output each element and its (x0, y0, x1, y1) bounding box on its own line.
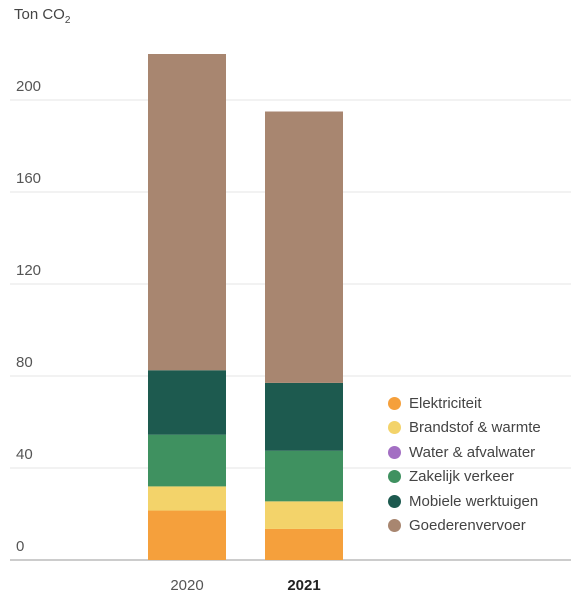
y-tick-label: 120 (16, 262, 41, 279)
bar-segment (265, 501, 343, 529)
bars (148, 54, 343, 560)
legend-swatch (388, 470, 401, 484)
legend-swatch (388, 519, 401, 533)
legend-item: Water & afvalwater (388, 440, 541, 465)
y-tick-label: 40 (16, 446, 33, 463)
x-tick-label: 2020 (170, 577, 203, 594)
legend-label: Zakelijk verkeer (409, 468, 515, 486)
y-tick-label: 160 (16, 170, 41, 187)
y-tick-label: 80 (16, 354, 33, 371)
legend-label: Mobiele werktuigen (409, 492, 539, 510)
x-tick-label: 2021 (287, 577, 320, 594)
legend-label: Brandstof & warmte (409, 419, 541, 437)
y-tick-label: 200 (16, 78, 41, 95)
legend-item: Mobiele werktuigen (388, 489, 541, 514)
legend-swatch (388, 396, 401, 410)
bar-segment (148, 486, 226, 511)
legend-label: Water & afvalwater (409, 443, 536, 461)
bar-segment (148, 510, 226, 560)
bar-segment (148, 370, 226, 435)
bar-segment (265, 382, 343, 451)
legend-swatch (388, 445, 401, 459)
legend-item: Zakelijk verkeer (388, 465, 541, 490)
legend-item: Brandstof & warmte (388, 416, 541, 441)
bar-segment (148, 434, 226, 487)
bar-segment (265, 528, 343, 560)
legend-label: Goederenvervoer (409, 517, 526, 535)
legend-swatch (388, 494, 401, 508)
legend-item: Elektriciteit (388, 391, 541, 416)
legend-item: Goederenvervoer (388, 514, 541, 539)
y-tick-label: 0 (16, 538, 24, 555)
bar-segment (265, 450, 343, 502)
y-axis-unit-label: Ton CO2 (14, 6, 71, 26)
bar-segment (148, 54, 226, 371)
x-axis-labels: 2020 2021 (170, 577, 320, 594)
legend-label: Elektriciteit (409, 394, 482, 412)
legend-swatch (388, 421, 401, 435)
bar-segment (265, 111, 343, 383)
legend: Elektriciteit Brandstof & warmte Water & a… (388, 391, 541, 538)
